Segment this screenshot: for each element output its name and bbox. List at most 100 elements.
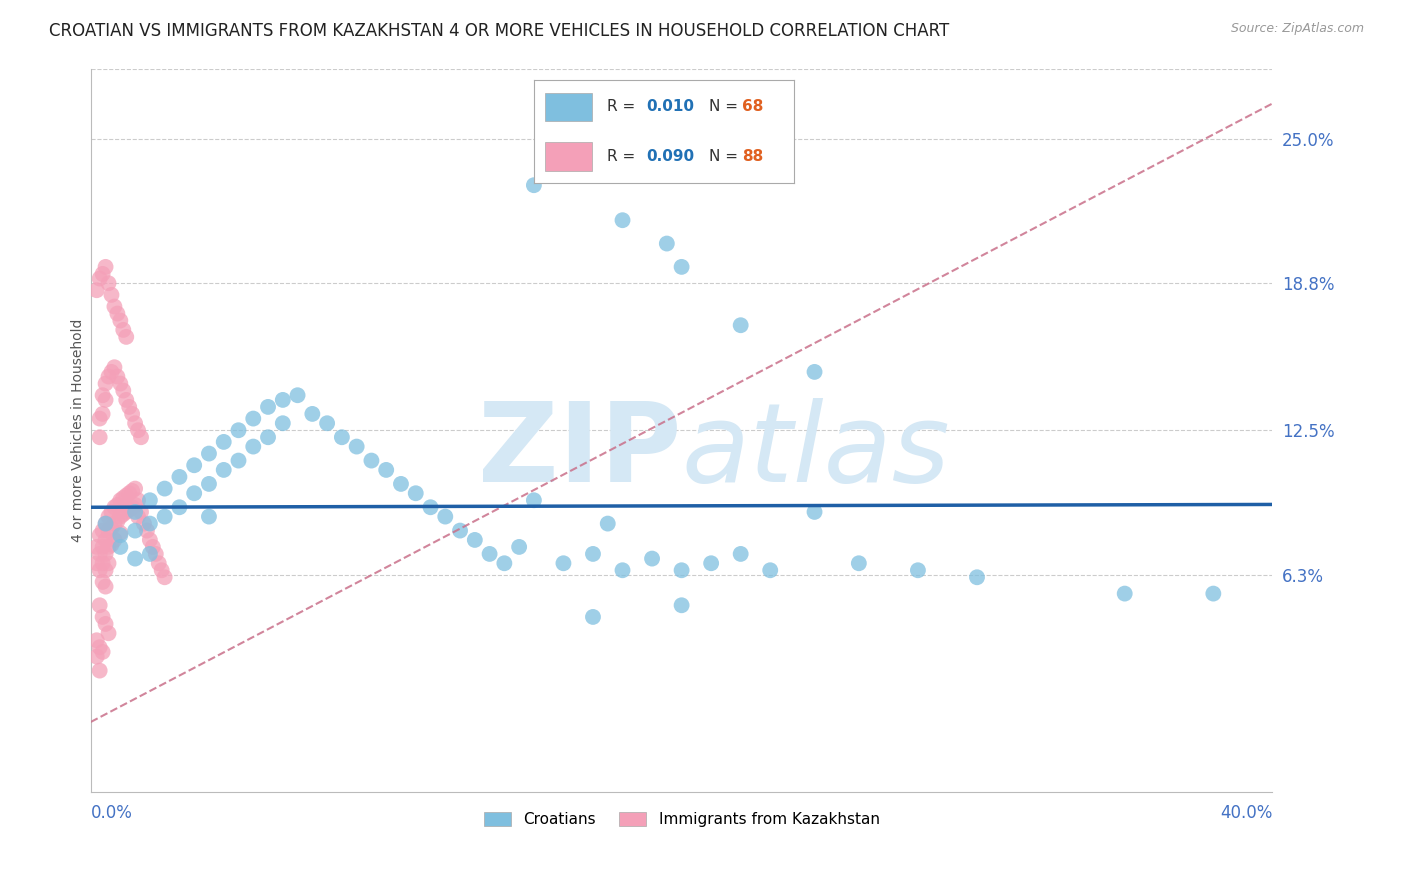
Point <box>100 365 122 379</box>
Point <box>287 388 309 402</box>
Point <box>212 463 235 477</box>
Point <box>848 556 870 570</box>
Point <box>89 599 111 613</box>
Point <box>94 580 117 594</box>
Text: N =: N = <box>709 149 742 164</box>
Point <box>115 505 138 519</box>
Point <box>198 509 221 524</box>
Point <box>105 514 128 528</box>
Point <box>124 416 146 430</box>
Text: R =: R = <box>607 149 640 164</box>
Point <box>257 400 280 414</box>
Text: 0.0%: 0.0% <box>91 804 132 822</box>
Point <box>97 540 120 554</box>
Point <box>97 626 120 640</box>
Point <box>103 300 125 314</box>
Point <box>434 509 457 524</box>
Point <box>110 313 132 327</box>
Text: R =: R = <box>607 99 640 114</box>
Point <box>100 521 122 535</box>
Point <box>105 369 128 384</box>
Text: 0.010: 0.010 <box>647 99 695 114</box>
Point <box>110 540 132 554</box>
Point <box>153 570 176 584</box>
Point <box>129 430 152 444</box>
Point <box>110 525 132 540</box>
Point <box>86 283 108 297</box>
Point <box>112 384 135 398</box>
Bar <box>544 93 592 121</box>
Point <box>97 556 120 570</box>
Point <box>169 500 191 515</box>
Point <box>94 260 117 274</box>
Point <box>375 463 398 477</box>
Point <box>124 524 146 538</box>
Point <box>124 551 146 566</box>
Point <box>97 509 120 524</box>
Point <box>228 453 250 467</box>
Point <box>1202 586 1225 600</box>
Point <box>115 330 138 344</box>
Text: 68: 68 <box>742 99 763 114</box>
Point <box>118 502 141 516</box>
Point <box>112 491 135 505</box>
Point <box>612 563 634 577</box>
Point <box>139 493 162 508</box>
Point <box>103 360 125 375</box>
Point <box>316 416 339 430</box>
Point <box>89 271 111 285</box>
Point <box>582 610 605 624</box>
Point <box>346 440 368 454</box>
Point <box>127 423 149 437</box>
Text: Source: ZipAtlas.com: Source: ZipAtlas.com <box>1230 22 1364 36</box>
Point <box>94 376 117 391</box>
Point <box>700 556 723 570</box>
Point <box>360 453 382 467</box>
Point <box>112 323 135 337</box>
Text: 40.0%: 40.0% <box>1220 804 1272 822</box>
Point <box>464 533 486 547</box>
Point <box>330 430 353 444</box>
Point <box>86 633 108 648</box>
Point <box>94 516 117 531</box>
Point <box>103 500 125 515</box>
Point <box>105 307 128 321</box>
Point <box>145 547 167 561</box>
Point <box>91 540 114 554</box>
Point <box>103 516 125 531</box>
Point <box>89 411 111 425</box>
Point <box>271 416 294 430</box>
Point <box>641 551 664 566</box>
Point <box>582 547 605 561</box>
Point <box>91 574 114 589</box>
Point <box>228 423 250 437</box>
Point <box>612 213 634 227</box>
Point <box>97 277 120 291</box>
Text: atlas: atlas <box>682 399 950 506</box>
Point <box>103 533 125 547</box>
Point <box>153 509 176 524</box>
Point <box>100 505 122 519</box>
Point <box>112 508 135 522</box>
Point <box>94 547 117 561</box>
Point <box>242 440 264 454</box>
Point <box>118 486 141 500</box>
Point <box>100 288 122 302</box>
Point <box>655 236 678 251</box>
Point <box>110 509 132 524</box>
Point <box>91 610 114 624</box>
Point <box>730 547 752 561</box>
Point <box>127 509 149 524</box>
Point <box>671 260 693 274</box>
Point <box>121 407 143 421</box>
Point <box>110 528 132 542</box>
Point <box>523 493 546 508</box>
Point <box>89 547 111 561</box>
Bar <box>544 142 592 170</box>
Point <box>301 407 323 421</box>
Point <box>132 516 155 531</box>
Point <box>115 489 138 503</box>
Point <box>405 486 427 500</box>
Point <box>907 563 929 577</box>
Point <box>115 392 138 407</box>
